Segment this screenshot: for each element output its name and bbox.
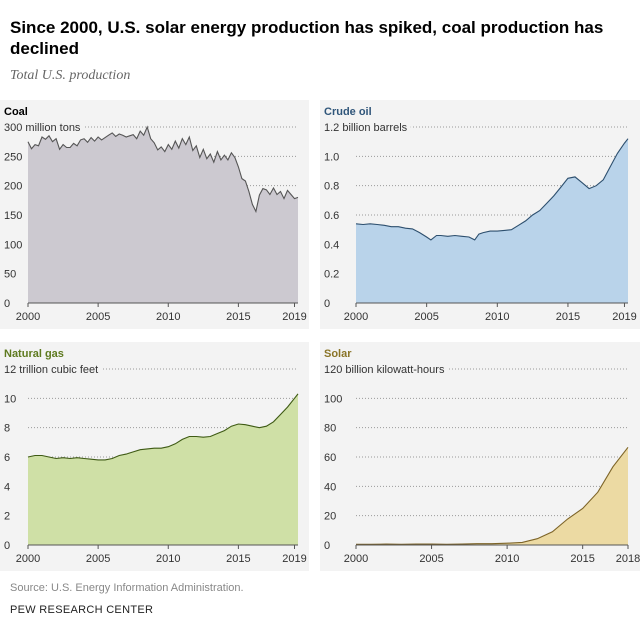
y-tick-label: 0.8 (324, 181, 339, 193)
chart-panel-2: Crude oil 1.2 billion barrels 0 0.2 0.4 0.6 0.… (320, 100, 640, 329)
chart-panel-1: Coal 300 million tons 0 50 100 150 200 250 2000 2… (0, 100, 309, 329)
label-backdrop (323, 151, 342, 164)
x-tick-label: 2005 (86, 553, 110, 565)
y-tick-label: 0.4 (324, 239, 339, 251)
label-backdrop (3, 122, 84, 134)
y-tick-label: 40 (324, 481, 336, 493)
y-tick-label: 0 (4, 540, 10, 552)
label-backdrop (3, 210, 25, 222)
label-backdrop (3, 364, 102, 376)
chart-panel-4: Solar 120 billion kilowatt-hours 0 20 40 60 80… (320, 342, 640, 571)
chart-panel-3: Natural gas 12 trillion cubic feet 0 2 4 6 8 10… (0, 342, 309, 571)
y-tick-label: 20 (324, 511, 336, 523)
series-area (356, 138, 628, 303)
x-tick-label: 2015 (226, 553, 250, 565)
y-tick-label: 0 (324, 540, 330, 552)
series-line (355, 138, 629, 241)
y-tick-label: 8 (4, 423, 10, 435)
label-backdrop (3, 510, 13, 523)
x-tick-label: 2010 (156, 553, 180, 565)
label-backdrop (323, 210, 342, 222)
y-tick-label: 1.0 (324, 151, 339, 163)
x-tick-label: 2005 (419, 553, 443, 565)
panel-title: Natural gas (4, 348, 64, 360)
y-tick-label: 0.2 (324, 269, 339, 281)
y-tick-label: 300 million tons (4, 122, 81, 134)
x-tick-label: 2000 (16, 311, 40, 323)
x-tick-label: 2010 (485, 311, 509, 323)
label-backdrop (323, 510, 339, 523)
y-tick-label: 0.6 (324, 210, 339, 222)
source-note: Source: U.S. Energy Information Administ… (10, 582, 244, 594)
y-tick-label: 12 trillion cubic feet (4, 364, 98, 376)
y-tick-label: 250 (4, 151, 22, 163)
y-tick-label: 4 (4, 481, 10, 493)
x-tick-label: 2019 (612, 311, 636, 323)
series-area (28, 393, 298, 545)
label-backdrop (3, 180, 25, 193)
label-backdrop (3, 268, 19, 281)
y-tick-label: 50 (4, 269, 16, 281)
y-tick-label: 100 (324, 393, 342, 405)
label-backdrop (3, 393, 19, 406)
series-line (356, 446, 629, 545)
y-tick-label: 6 (4, 452, 10, 464)
x-tick-label: 2010 (495, 553, 519, 565)
chart-title: Since 2000, U.S. solar energy production… (10, 18, 604, 58)
series-line (27, 125, 299, 214)
label-backdrop (323, 364, 448, 376)
x-tick-label: 2005 (414, 311, 438, 323)
y-tick-label: 100 (4, 239, 22, 251)
label-backdrop (323, 180, 342, 193)
label-backdrop (323, 452, 339, 464)
series-area (28, 127, 298, 303)
chart-subtitle: Total U.S. production (10, 68, 131, 83)
series-area (356, 447, 628, 545)
label-backdrop (3, 151, 25, 164)
x-tick-label: 2000 (344, 553, 368, 565)
series-line (27, 393, 299, 461)
label-backdrop (323, 268, 342, 281)
label-backdrop (323, 239, 342, 252)
x-tick-label: 2015 (556, 311, 580, 323)
y-tick-label: 0 (324, 298, 330, 310)
label-backdrop (3, 422, 13, 435)
x-tick-label: 2000 (344, 311, 368, 323)
panel-title: Solar (324, 348, 352, 360)
label-backdrop (323, 422, 339, 435)
y-tick-label: 10 (4, 393, 16, 405)
x-tick-label: 2018 (616, 553, 640, 565)
org-credit: PEW RESEARCH CENTER (10, 604, 154, 616)
label-backdrop (3, 481, 13, 494)
y-tick-label: 200 (4, 181, 22, 193)
label-backdrop (323, 122, 411, 134)
y-tick-label: 150 (4, 210, 22, 222)
x-tick-label: 2000 (16, 553, 40, 565)
panel-title: Coal (4, 106, 28, 118)
y-tick-label: 2 (4, 511, 10, 523)
panel-title: Crude oil (324, 106, 372, 118)
y-tick-label: 1.2 billion barrels (324, 122, 408, 134)
x-tick-label: 2019 (282, 553, 306, 565)
label-backdrop (323, 393, 345, 406)
y-tick-label: 60 (324, 452, 336, 464)
x-tick-label: 2015 (226, 311, 250, 323)
y-tick-label: 0 (4, 298, 10, 310)
y-tick-label: 120 billion kilowatt-hours (324, 364, 445, 376)
label-backdrop (3, 239, 25, 252)
x-tick-label: 2010 (156, 311, 180, 323)
y-tick-label: 80 (324, 423, 336, 435)
label-backdrop (323, 481, 339, 494)
x-tick-label: 2019 (282, 311, 306, 323)
x-tick-label: 2005 (86, 311, 110, 323)
label-backdrop (3, 452, 13, 464)
x-tick-label: 2015 (570, 553, 594, 565)
